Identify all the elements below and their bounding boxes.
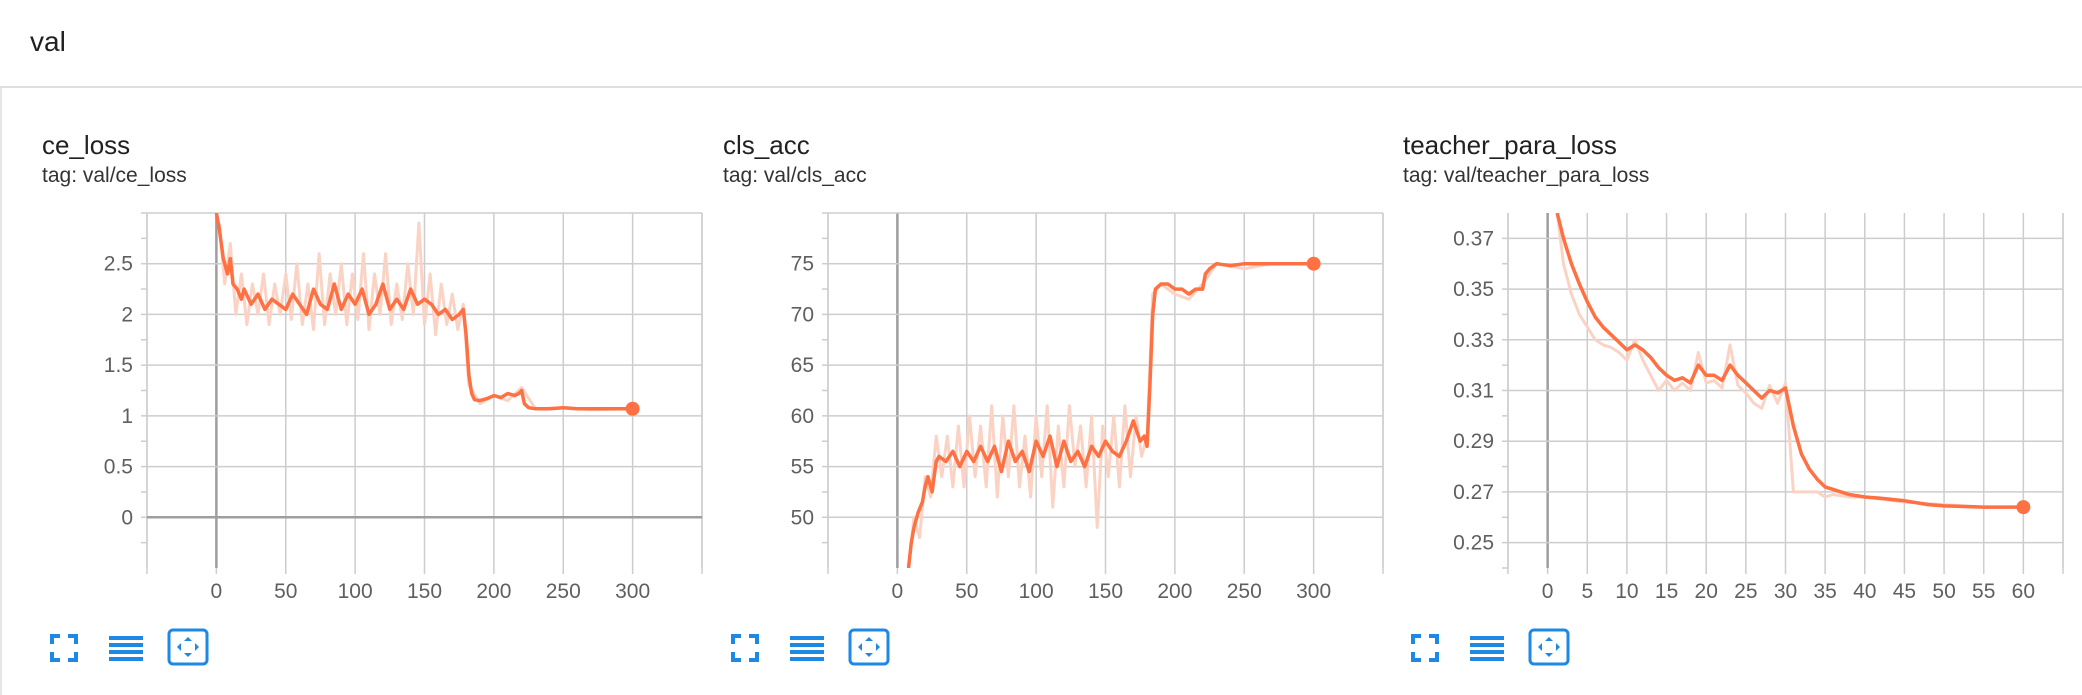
fullscreen-icon bbox=[731, 634, 759, 662]
y-tick-label: 60 bbox=[791, 405, 814, 428]
x-tick-label: 250 bbox=[546, 580, 581, 603]
fit-domain-icon bbox=[167, 628, 209, 666]
fullscreen-icon bbox=[1411, 634, 1439, 662]
y-tick-label: 70 bbox=[791, 303, 814, 326]
y-tick-label: 50 bbox=[791, 506, 814, 529]
x-tick-label: 5 bbox=[1581, 580, 1593, 603]
card-title: cls_acc bbox=[723, 130, 810, 160]
fullscreen-button[interactable] bbox=[1403, 626, 1447, 670]
grid bbox=[1502, 213, 2064, 574]
line-chart[interactable]: 0 50 100 150 200 250 300 0 0.5 1 1.5 2 2.5 bbox=[42, 88, 703, 603]
toggle-log-scale-icon bbox=[109, 636, 143, 661]
x-tick-label: 50 bbox=[1932, 580, 1955, 603]
x-tick-label: 45 bbox=[1893, 580, 1916, 603]
toggle-log-scale-button[interactable] bbox=[1465, 626, 1509, 670]
fullscreen-icon bbox=[50, 634, 78, 662]
x-tick-label: 0 bbox=[892, 580, 904, 603]
chart-card-ce-loss: ce_loss tag: val/ce_loss 0 50 100 150 200 250… bbox=[42, 88, 703, 688]
last-point-marker[interactable] bbox=[625, 401, 640, 416]
raw-series-line bbox=[1555, 213, 2024, 509]
card-title: teacher_para_loss bbox=[1403, 130, 1617, 160]
y-tick-label: 55 bbox=[791, 456, 814, 479]
x-tick-label: 50 bbox=[274, 580, 297, 603]
toggle-log-scale-button[interactable] bbox=[104, 626, 148, 670]
y-tick-label: 0.31 bbox=[1453, 380, 1494, 403]
toggle-log-scale-icon bbox=[790, 636, 824, 661]
x-tick-label: 150 bbox=[407, 580, 442, 603]
y-tick-label: 1 bbox=[121, 405, 133, 428]
toggle-log-scale-button[interactable] bbox=[785, 626, 829, 670]
fit-domain-button[interactable] bbox=[1527, 626, 1571, 670]
y-tick-label: 2.5 bbox=[104, 253, 133, 276]
smoothed-series-line bbox=[214, 213, 633, 411]
x-tick-label: 100 bbox=[1019, 580, 1054, 603]
x-tick-label: 20 bbox=[1695, 580, 1718, 603]
fullscreen-button[interactable] bbox=[723, 626, 767, 670]
section-header: val bbox=[0, 0, 2082, 88]
y-tick-label: 0.37 bbox=[1453, 227, 1494, 250]
x-tick-label: 300 bbox=[1296, 580, 1331, 603]
x-tick-label: 15 bbox=[1655, 580, 1678, 603]
fit-domain-button[interactable] bbox=[847, 626, 891, 670]
x-tick-label: 250 bbox=[1227, 580, 1262, 603]
line-chart[interactable]: 0 5 10 15 20 25 30 35 40 45 50 55 60 0.25 0.27 0.29 0.31… bbox=[1403, 88, 2064, 603]
fit-domain-icon bbox=[1528, 628, 1570, 666]
x-tick-label: 200 bbox=[476, 580, 511, 603]
x-tick-label: 10 bbox=[1615, 580, 1638, 603]
grid bbox=[822, 212, 1384, 574]
y-tick-label: 0.25 bbox=[1453, 532, 1494, 555]
y-tick-label: 0.35 bbox=[1453, 278, 1494, 301]
chart-card-cls-acc: cls_acc tag: val/cls_acc 0 50 100 150 200 250… bbox=[723, 88, 1384, 688]
grid bbox=[141, 212, 703, 574]
x-tick-label: 200 bbox=[1157, 580, 1192, 603]
x-tick-label: 25 bbox=[1734, 580, 1757, 603]
y-tick-label: 65 bbox=[791, 354, 814, 377]
y-tick-label: 0.27 bbox=[1453, 481, 1494, 504]
x-tick-label: 35 bbox=[1813, 580, 1836, 603]
x-tick-label: 150 bbox=[1088, 580, 1123, 603]
card-tag: tag: val/ce_loss bbox=[42, 164, 187, 187]
last-point-marker[interactable] bbox=[2016, 500, 2031, 515]
x-tick-label: 100 bbox=[338, 580, 373, 603]
y-tick-label: 0.33 bbox=[1453, 329, 1494, 352]
x-tick-label: 0 bbox=[1542, 580, 1554, 603]
y-tick-label: 1.5 bbox=[104, 354, 133, 377]
card-area bbox=[0, 88, 2082, 695]
y-tick-label: 0.5 bbox=[104, 456, 133, 479]
x-tick-label: 55 bbox=[1972, 580, 1995, 603]
y-tick-label: 75 bbox=[791, 253, 814, 276]
fit-domain-button[interactable] bbox=[166, 626, 210, 670]
x-tick-label: 50 bbox=[955, 580, 978, 603]
last-point-marker[interactable] bbox=[1306, 256, 1321, 271]
section-title: val bbox=[30, 26, 66, 57]
x-tick-label: 40 bbox=[1853, 580, 1876, 603]
smoothed-series-line bbox=[906, 261, 1314, 568]
smoothed-series-line bbox=[1555, 213, 2024, 509]
line-chart[interactable]: 0 50 100 150 200 250 300 50 55 60 65 70 75 bbox=[723, 88, 1384, 603]
card-tag: tag: val/cls_acc bbox=[723, 164, 867, 187]
x-tick-label: 60 bbox=[2012, 580, 2035, 603]
x-tick-label: 0 bbox=[211, 580, 223, 603]
toggle-log-scale-icon bbox=[1470, 636, 1504, 661]
x-tick-label: 300 bbox=[615, 580, 650, 603]
fit-domain-icon bbox=[848, 628, 890, 666]
y-tick-label: 0 bbox=[121, 506, 133, 529]
fullscreen-button[interactable] bbox=[42, 626, 86, 670]
chart-card-teacher-para-loss: teacher_para_loss tag: val/teacher_para_… bbox=[1403, 88, 2064, 688]
raw-series-line bbox=[217, 221, 633, 412]
card-title: ce_loss bbox=[42, 130, 131, 160]
y-tick-label: 0.29 bbox=[1453, 430, 1494, 453]
y-tick-label: 2 bbox=[121, 303, 133, 326]
x-tick-label: 30 bbox=[1774, 580, 1797, 603]
card-tag: tag: val/teacher_para_loss bbox=[1403, 164, 1650, 187]
